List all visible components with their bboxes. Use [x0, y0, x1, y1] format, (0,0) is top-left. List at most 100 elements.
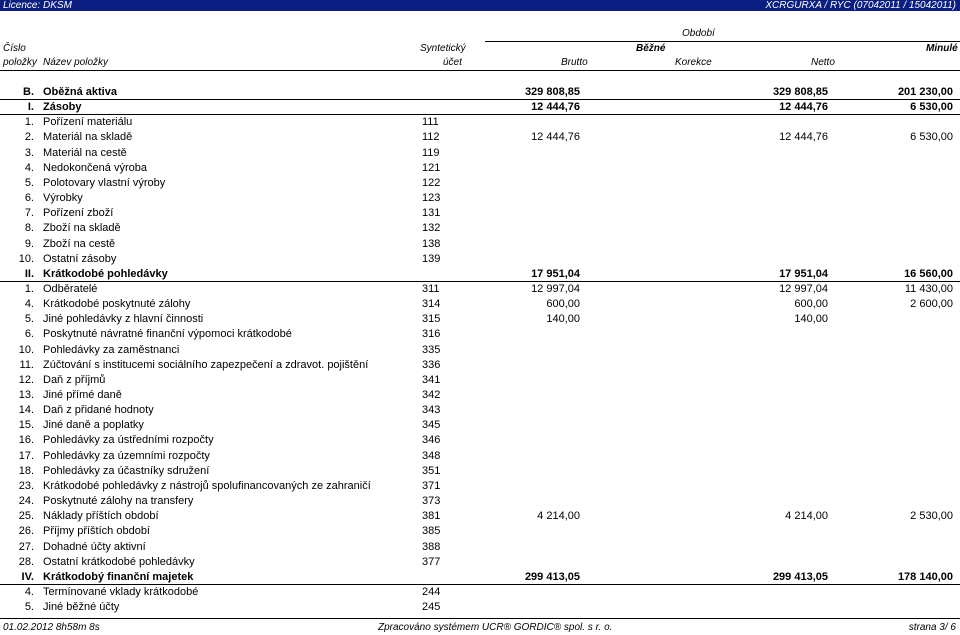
header-cislo: Číslo	[3, 43, 26, 54]
row-netto: 12 444,76	[779, 101, 828, 114]
footer-system: Zpracováno systémem UCR® GORDIC® spol. s…	[378, 622, 613, 633]
table-row: 16. Pohledávky za ústředními rozpočty 346	[0, 433, 960, 448]
header-bezne: Běžné	[636, 43, 666, 54]
row-name: Materiál na skladě	[43, 131, 133, 144]
row-number: 18.	[18, 464, 34, 477]
row-account: 139	[422, 252, 441, 265]
table-row: 10. Pohledávky za zaměstnanci 335	[0, 343, 960, 358]
row-account: 122	[422, 176, 441, 189]
row-account: 131	[422, 207, 441, 220]
table-row: 18. Pohledávky za účastníky sdružení 351	[0, 464, 960, 479]
row-name: Zásoby	[43, 101, 82, 114]
row-account: 132	[422, 222, 441, 235]
row-number: 12.	[18, 373, 34, 386]
row-account: 345	[422, 419, 441, 432]
row-name: Zboží na skladě	[43, 222, 121, 235]
row-number: 4.	[24, 585, 34, 598]
row-number: 10.	[18, 252, 34, 265]
row-account: 381	[422, 510, 441, 523]
row-minule: 6 530,00	[910, 101, 953, 114]
row-number: 25.	[18, 510, 34, 523]
row-number: 4.	[24, 298, 34, 311]
header-divider-bottom	[0, 70, 960, 71]
row-brutto: 17 951,04	[531, 267, 580, 280]
row-number: 13.	[18, 389, 34, 401]
row-account: 388	[422, 540, 441, 553]
row-name: Termínované vklady krátkodobé	[43, 585, 199, 598]
table-row: II. Krátkodobé pohledávky 17 951,04 17 951,…	[0, 267, 960, 282]
table-row: IV. Krátkodobý finanční majetek 299 413,05…	[0, 570, 960, 585]
row-number: 5.	[24, 176, 34, 189]
row-name: Jiné přímé daně	[43, 389, 122, 401]
table-row: B. Oběžná aktiva 329 808,85 329 808,85 201 2…	[0, 85, 960, 100]
row-account: 342	[422, 389, 441, 401]
row-account: 119	[422, 146, 440, 159]
row-account: 351	[422, 464, 441, 477]
header-polozky: položky	[3, 57, 37, 68]
header-ucet: účet	[443, 57, 462, 68]
row-account: 348	[422, 449, 441, 462]
table-row: 10. Ostatní zásoby 139	[0, 252, 960, 267]
row-netto: 12 444,76	[779, 131, 828, 144]
row-brutto: 12 444,76	[531, 131, 580, 144]
row-brutto: 299 413,05	[524, 570, 580, 583]
row-number: IV.	[21, 570, 34, 583]
table-row: 15. Jiné daně a poplatky 345	[0, 418, 960, 433]
row-account: 346	[422, 434, 441, 447]
row-number: I.	[27, 101, 34, 114]
row-name: Pohledávky za účastníky sdružení	[43, 464, 210, 477]
row-number: 24.	[18, 495, 34, 508]
row-brutto: 329 808,85	[524, 86, 580, 98]
table-row: 1. Pořízení materiálu 111	[0, 115, 960, 130]
table-row: 11. Zúčtování s institucemi sociálního za…	[0, 358, 960, 373]
row-name: Příjmy příštích období	[43, 525, 150, 538]
footer-timestamp: 01.02.2012 8h58m 8s	[3, 622, 100, 633]
row-minule: 6 530,00	[910, 131, 953, 144]
row-name: Daň z přidané hodnoty	[43, 404, 154, 417]
table-row: 26. Příjmy příštích období 385	[0, 524, 960, 539]
row-name: Ostatní zásoby	[43, 252, 117, 265]
row-number: 26.	[18, 525, 34, 538]
row-account: 336	[422, 358, 441, 371]
row-number: 1.	[24, 116, 34, 129]
row-account: 371	[422, 479, 441, 492]
row-account: 341	[422, 373, 441, 386]
table-row: 5. Jiné pohledávky z hlavní činnosti 315 14…	[0, 312, 960, 327]
header-korekce: Korekce	[675, 57, 712, 68]
row-number: II.	[24, 267, 34, 280]
row-number: 3.	[24, 146, 34, 159]
row-name: Ostatní krátkodobé pohledávky	[43, 555, 195, 568]
row-netto: 17 951,04	[779, 267, 828, 280]
row-name: Zboží na cestě	[43, 237, 116, 250]
row-number: 8.	[24, 222, 34, 235]
row-number: 14.	[18, 404, 34, 417]
header-divider-top	[485, 41, 960, 42]
row-name: Polotovary vlastní výroby	[43, 176, 166, 189]
table-row: 3. Materiál na cestě 119	[0, 146, 960, 161]
row-name: Jiné běžné účty	[43, 601, 120, 614]
row-name: Poskytnuté zálohy na transfery	[43, 495, 194, 508]
row-account: 314	[422, 298, 441, 311]
row-number: 2.	[24, 131, 34, 144]
row-account: 373	[422, 495, 441, 508]
row-number: 7.	[24, 207, 34, 220]
row-brutto: 140,00	[546, 313, 580, 326]
table-row: 27. Dohadné účty aktivní 388	[0, 540, 960, 555]
table-row: 25. Náklady příštích období 381 4 214,00 4 2…	[0, 509, 960, 524]
row-name: Krátkodobé pohledávky z nástrojů spolufi…	[43, 479, 371, 492]
row-name: Pohledávky za územními rozpočty	[43, 449, 210, 462]
row-name: Dohadné účty aktivní	[43, 540, 146, 553]
table-row: 2. Materiál na skladě 112 12 444,76 12 444,7…	[0, 130, 960, 145]
row-netto: 329 808,85	[772, 86, 828, 98]
row-account: 138	[422, 237, 441, 250]
row-name: Poskytnuté návratné finanční výpomoci kr…	[43, 328, 292, 341]
row-number: 16.	[18, 434, 34, 447]
table-row: 28. Ostatní krátkodobé pohledávky 377	[0, 555, 960, 570]
row-number: 4.	[24, 161, 34, 174]
row-name: Daň z příjmů	[43, 373, 106, 386]
row-netto: 12 997,04	[779, 282, 828, 295]
row-account: 311	[422, 282, 440, 295]
table-row: 14. Daň z přidané hodnoty 343	[0, 403, 960, 418]
row-account: 385	[422, 525, 441, 538]
row-name: Pohledávky za ústředními rozpočty	[43, 434, 214, 447]
